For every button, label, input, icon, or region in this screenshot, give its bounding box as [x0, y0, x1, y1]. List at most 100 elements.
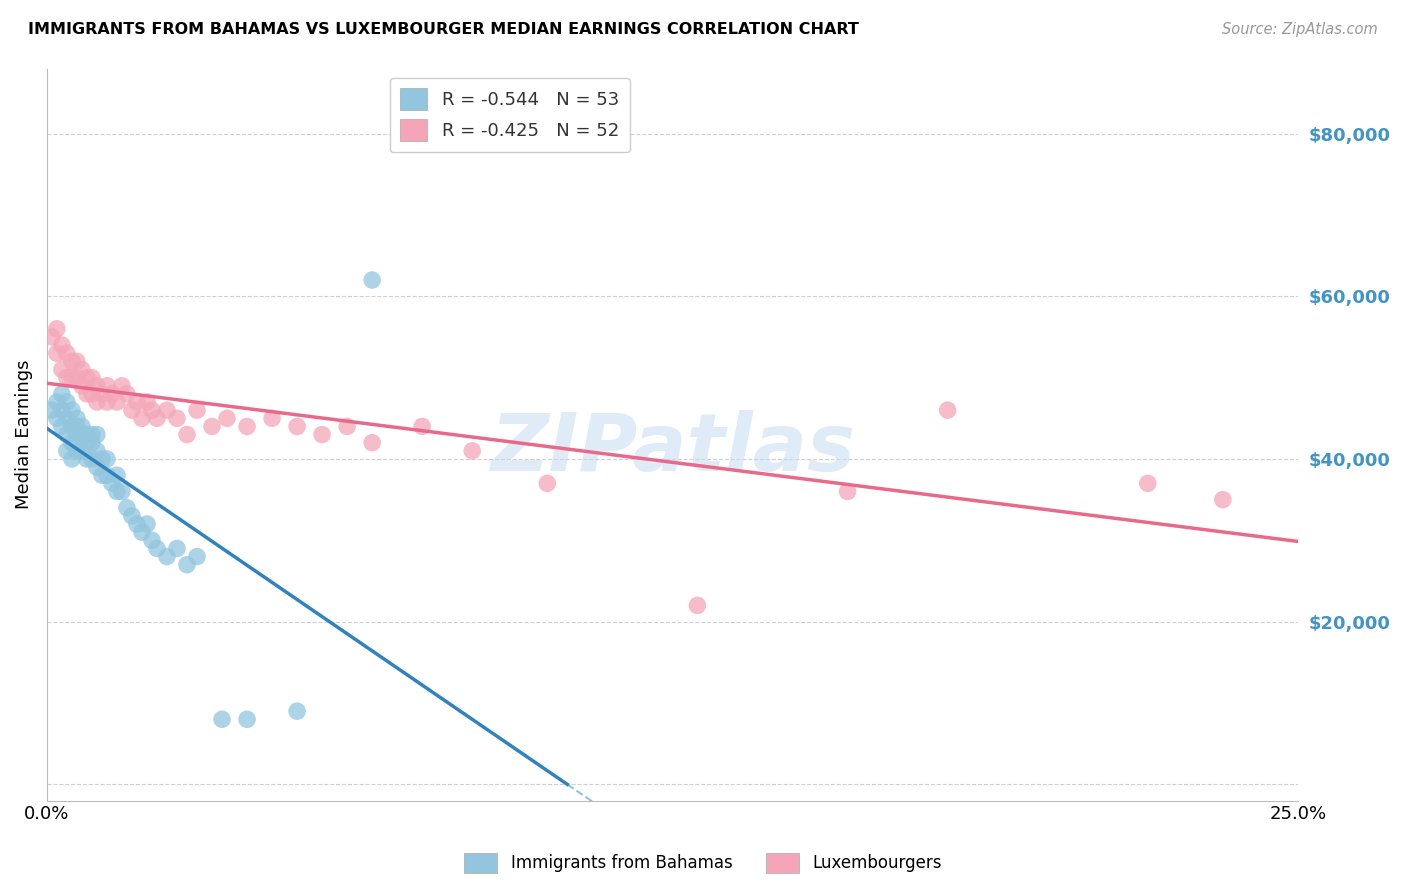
Point — [115, 500, 138, 515]
Point — [236, 419, 259, 434]
Point — [176, 427, 198, 442]
Point — [51, 419, 73, 434]
Point — [60, 452, 83, 467]
Point — [56, 443, 79, 458]
Point — [45, 346, 67, 360]
Point — [51, 403, 73, 417]
Point — [60, 403, 83, 417]
Text: IMMIGRANTS FROM BAHAMAS VS LUXEMBOURGER MEDIAN EARNINGS CORRELATION CHART: IMMIGRANTS FROM BAHAMAS VS LUXEMBOURGER … — [28, 22, 859, 37]
Point — [80, 435, 103, 450]
Point — [96, 378, 118, 392]
Point — [141, 533, 163, 548]
Point — [70, 419, 93, 434]
Text: Source: ZipAtlas.com: Source: ZipAtlas.com — [1222, 22, 1378, 37]
Legend: R = -0.544   N = 53, R = -0.425   N = 52: R = -0.544 N = 53, R = -0.425 N = 52 — [389, 78, 630, 153]
Point — [336, 419, 359, 434]
Text: ZIPatlas: ZIPatlas — [489, 410, 855, 488]
Point — [156, 549, 179, 564]
Point — [41, 403, 63, 417]
Point — [96, 395, 118, 409]
Point — [262, 411, 284, 425]
Point — [80, 452, 103, 467]
Point — [56, 346, 79, 360]
Point — [101, 476, 124, 491]
Point — [121, 403, 143, 417]
Point — [76, 370, 98, 384]
Point — [66, 427, 89, 442]
Point — [70, 443, 93, 458]
Point — [66, 443, 89, 458]
Point — [121, 508, 143, 523]
Point — [56, 395, 79, 409]
Point — [536, 476, 558, 491]
Point — [105, 395, 128, 409]
Point — [105, 468, 128, 483]
Point — [156, 403, 179, 417]
Point — [45, 411, 67, 425]
Point — [125, 516, 148, 531]
Point — [96, 452, 118, 467]
Point — [60, 419, 83, 434]
Point — [186, 403, 208, 417]
Point — [111, 378, 134, 392]
Point — [51, 362, 73, 376]
Point — [86, 443, 108, 458]
Point — [837, 484, 859, 499]
Point — [90, 452, 112, 467]
Point — [45, 322, 67, 336]
Point — [56, 370, 79, 384]
Point — [90, 468, 112, 483]
Point — [60, 370, 83, 384]
Point — [201, 419, 224, 434]
Point — [461, 443, 484, 458]
Point — [236, 712, 259, 726]
Point — [66, 370, 89, 384]
Point — [66, 411, 89, 425]
Point — [80, 370, 103, 384]
Point — [60, 354, 83, 368]
Point — [56, 411, 79, 425]
Point — [51, 387, 73, 401]
Point — [76, 435, 98, 450]
Point — [86, 395, 108, 409]
Point — [186, 549, 208, 564]
Point — [101, 387, 124, 401]
Point — [76, 387, 98, 401]
Point — [76, 427, 98, 442]
Point — [125, 395, 148, 409]
Point — [70, 362, 93, 376]
Point — [285, 419, 308, 434]
Point — [80, 387, 103, 401]
Point — [211, 712, 233, 726]
Point — [1136, 476, 1159, 491]
Point — [86, 427, 108, 442]
Point — [936, 403, 959, 417]
Point — [146, 541, 169, 556]
Point — [215, 411, 238, 425]
Point — [45, 395, 67, 409]
Point — [166, 541, 188, 556]
Point — [115, 387, 138, 401]
Point — [136, 395, 159, 409]
Point — [86, 378, 108, 392]
Point — [90, 387, 112, 401]
Point — [411, 419, 433, 434]
Point — [41, 330, 63, 344]
Point — [105, 484, 128, 499]
Point — [70, 427, 93, 442]
Point — [86, 460, 108, 475]
Point — [80, 427, 103, 442]
Legend: Immigrants from Bahamas, Luxembourgers: Immigrants from Bahamas, Luxembourgers — [457, 847, 949, 880]
Point — [176, 558, 198, 572]
Point — [361, 273, 384, 287]
Point — [131, 525, 153, 540]
Point — [361, 435, 384, 450]
Point — [166, 411, 188, 425]
Point — [1212, 492, 1234, 507]
Point — [686, 599, 709, 613]
Point — [131, 411, 153, 425]
Point — [285, 704, 308, 718]
Point — [66, 419, 89, 434]
Point — [66, 354, 89, 368]
Point — [51, 338, 73, 352]
